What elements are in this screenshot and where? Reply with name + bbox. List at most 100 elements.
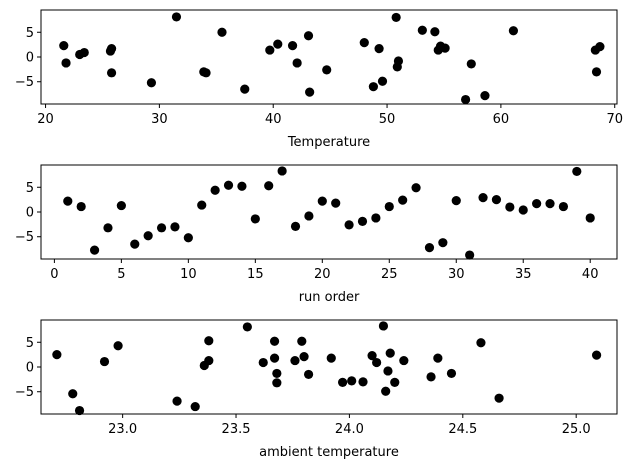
x-tick-label: 24.5 <box>448 422 477 437</box>
data-point <box>595 42 605 52</box>
plot-frame <box>40 9 618 105</box>
data-point <box>237 181 247 191</box>
data-point <box>399 355 409 366</box>
data-point <box>317 196 327 206</box>
x-tick-label: 20 <box>37 112 54 127</box>
y-tick-label: −5 <box>15 385 34 400</box>
data-point <box>277 166 287 176</box>
y-tick-label: 5 <box>26 336 34 351</box>
data-point <box>374 43 384 54</box>
data-point <box>465 250 475 260</box>
data-point <box>172 396 182 406</box>
data-point <box>79 47 89 58</box>
data-point <box>190 401 200 412</box>
data-point <box>347 376 357 386</box>
x-tick-label: 23.0 <box>108 422 137 437</box>
data-point <box>508 26 519 36</box>
data-point <box>390 377 400 387</box>
data-point <box>303 31 314 41</box>
data-point <box>106 43 117 54</box>
data-point <box>438 238 448 248</box>
subplot-1: 20 30 40 50 60 70 −5 0 5 Temperature <box>15 9 623 150</box>
data-point <box>272 368 282 379</box>
data-point <box>146 78 157 88</box>
x-tick-label: 30 <box>151 112 168 127</box>
data-point <box>103 223 113 233</box>
data-point <box>106 68 117 78</box>
data-point <box>367 351 377 361</box>
subplot-2: 0 5 10 15 20 25 30 35 40 −5 0 5 run order <box>15 164 618 305</box>
y-tick-label: 5 <box>26 181 34 196</box>
data-point <box>116 200 126 211</box>
data-point <box>290 221 301 231</box>
data-point <box>197 200 207 210</box>
data-point <box>491 195 502 205</box>
data-point <box>171 12 182 22</box>
data-point <box>417 25 427 35</box>
data-point <box>480 90 490 101</box>
data-point <box>446 368 457 379</box>
plot-frame <box>40 319 618 415</box>
data-point <box>385 348 395 358</box>
data-point <box>183 233 193 243</box>
data-point <box>430 27 440 37</box>
y-tick-label: −5 <box>15 230 34 245</box>
data-point <box>61 58 71 68</box>
x-tick-label: 50 <box>379 112 396 127</box>
data-point <box>558 201 569 212</box>
data-point <box>242 322 252 332</box>
data-point <box>89 245 100 255</box>
x-tick-label: 24.0 <box>335 422 364 437</box>
data-point <box>357 216 368 226</box>
data-point <box>591 350 602 360</box>
data-point <box>297 336 307 346</box>
data-point <box>74 405 85 416</box>
x-tick-label: 20 <box>314 267 331 282</box>
data-point <box>391 12 401 23</box>
data-point <box>210 185 220 195</box>
data-point <box>426 372 436 382</box>
data-point <box>269 353 280 363</box>
x-tick-label: 10 <box>180 267 197 282</box>
y-tick-label: 0 <box>26 51 34 66</box>
data-point <box>143 231 153 241</box>
data-point <box>264 181 274 191</box>
x-tick-label: 40 <box>582 267 599 282</box>
data-point <box>532 198 542 209</box>
data-point <box>68 389 78 399</box>
plot-frame <box>40 164 618 260</box>
data-point <box>378 321 389 331</box>
data-point <box>478 193 488 203</box>
data-point <box>223 180 234 190</box>
data-point <box>269 336 280 346</box>
x-tick-label: 25 <box>381 267 398 282</box>
data-point <box>292 58 302 68</box>
x-tick-label: 15 <box>247 267 264 282</box>
data-point <box>377 76 388 86</box>
x-tick-label: 35 <box>515 267 532 282</box>
y-tick-label: 5 <box>26 26 34 41</box>
data-point <box>201 68 211 78</box>
data-point <box>290 355 300 366</box>
data-point <box>299 352 309 362</box>
data-point <box>372 357 382 368</box>
subplot-3: 23.0 23.5 24.0 24.5 25.0 −5 0 5 ambient temperat… <box>15 319 618 460</box>
data-point <box>59 41 69 51</box>
data-point <box>424 243 435 253</box>
data-point <box>113 341 123 351</box>
data-point <box>76 201 86 212</box>
data-point <box>359 38 369 48</box>
data-point <box>381 386 391 396</box>
data-point <box>217 27 227 37</box>
data-point <box>371 213 381 223</box>
data-point <box>331 198 341 208</box>
data-point <box>591 67 602 77</box>
data-point <box>344 220 354 230</box>
data-point <box>358 377 368 387</box>
data-point <box>476 338 486 348</box>
x-axis-label: Temperature <box>287 135 370 150</box>
data-point <box>398 195 408 205</box>
data-point <box>156 223 167 233</box>
data-point <box>545 198 555 209</box>
